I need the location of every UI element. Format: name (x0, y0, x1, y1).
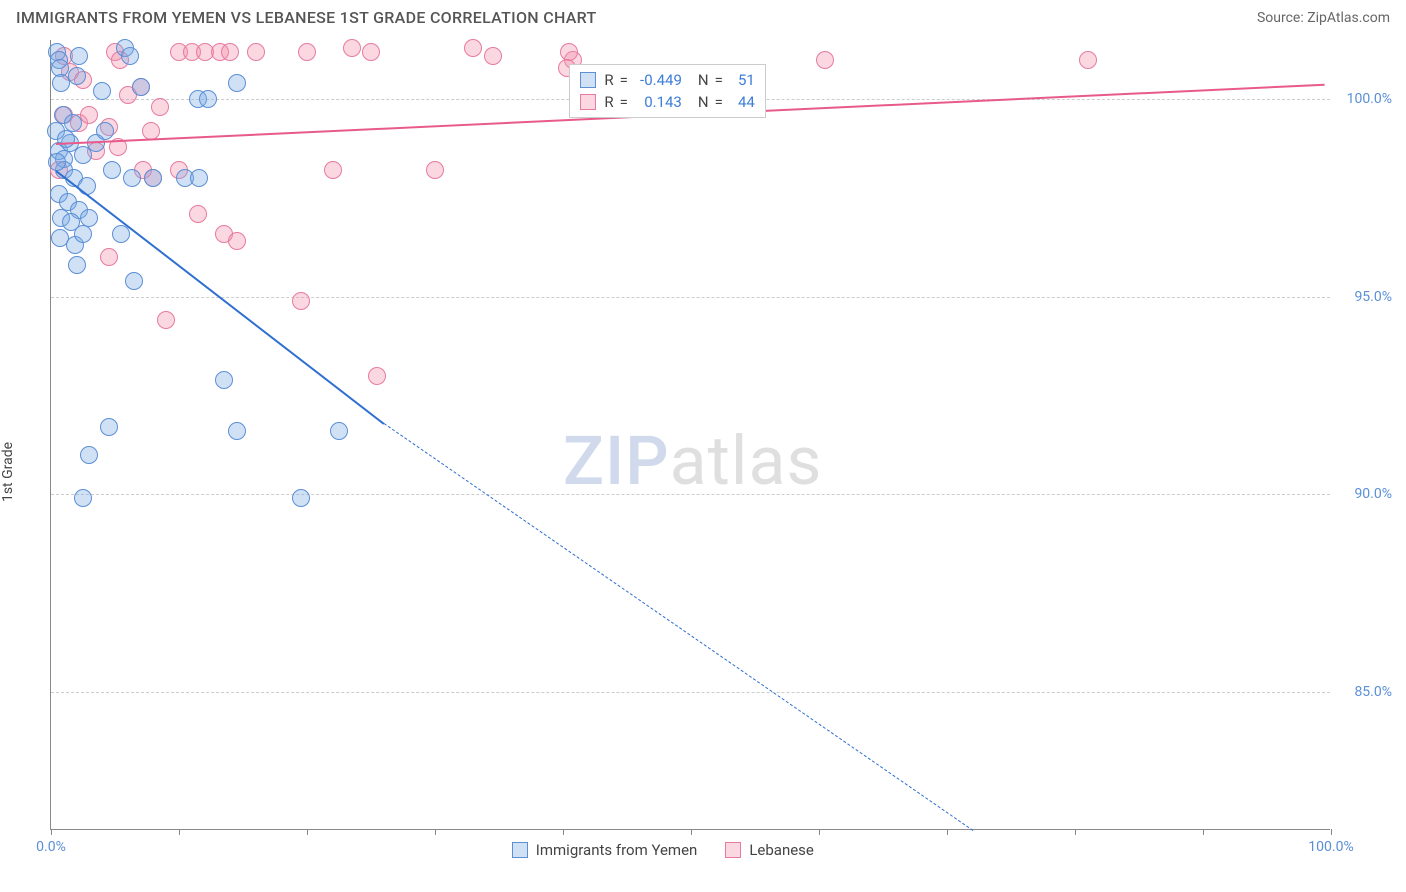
y-axis-label: 1st Grade (0, 442, 16, 502)
x-tick (819, 829, 820, 835)
x-tick (947, 829, 948, 835)
legend-swatch (725, 842, 741, 858)
scatter-point (64, 114, 82, 132)
legend-swatch (512, 842, 528, 858)
legend-row: R = 0.143N = 44 (580, 91, 754, 113)
scatter-point (151, 98, 169, 116)
scatter-point (74, 489, 92, 507)
scatter-point (228, 232, 246, 250)
scatter-point (121, 47, 139, 65)
x-tick (1075, 829, 1076, 835)
x-tick-label: 100.0% (1308, 839, 1353, 855)
scatter-point (80, 106, 98, 124)
scatter-point (292, 489, 310, 507)
series-legend-item: Lebanese (725, 841, 814, 859)
scatter-point (298, 43, 316, 61)
x-tick (179, 829, 180, 835)
x-tick (1203, 829, 1204, 835)
scatter-point (57, 130, 75, 148)
x-tick (691, 829, 692, 835)
chart-container: 1st Grade 85.0%90.0%95.0%100.0%0.0%100.0… (0, 36, 1406, 892)
legend-swatch (580, 72, 596, 88)
legend-swatch (580, 94, 596, 110)
scatter-point (330, 422, 348, 440)
scatter-point (48, 153, 66, 171)
scatter-point (96, 122, 114, 140)
scatter-point (362, 43, 380, 61)
series-legend: Immigrants from Yemen Lebanese (512, 841, 814, 859)
scatter-point (1079, 51, 1097, 69)
chart-title: IMMIGRANTS FROM YEMEN VS LEBANESE 1ST GR… (16, 8, 597, 27)
scatter-point (144, 169, 162, 187)
scatter-point (426, 161, 444, 179)
y-tick-label: 90.0% (1336, 486, 1392, 502)
x-tick (307, 829, 308, 835)
scatter-point (52, 74, 70, 92)
scatter-point (68, 67, 86, 85)
scatter-point (78, 177, 96, 195)
scatter-point (123, 169, 141, 187)
x-tick (563, 829, 564, 835)
scatter-point (464, 39, 482, 57)
watermark: ZIPatlas (563, 421, 823, 501)
scatter-point (221, 43, 239, 61)
y-tick-label: 95.0% (1336, 289, 1392, 305)
series-legend-item: Immigrants from Yemen (512, 841, 698, 859)
scatter-point (215, 371, 233, 389)
scatter-point (125, 272, 143, 290)
scatter-point (93, 82, 111, 100)
scatter-point (103, 161, 121, 179)
scatter-point (68, 256, 86, 274)
scatter-point (324, 161, 342, 179)
scatter-point (247, 43, 265, 61)
scatter-point (189, 205, 207, 223)
scatter-point (816, 51, 834, 69)
x-tick-label: 0.0% (36, 839, 66, 855)
scatter-point (142, 122, 160, 140)
scatter-point (343, 39, 361, 57)
scatter-point (484, 47, 502, 65)
gridline-h (51, 297, 1330, 298)
scatter-point (292, 292, 310, 310)
source-attribution: Source: ZipAtlas.com (1257, 10, 1390, 26)
scatter-point (80, 446, 98, 464)
scatter-point (100, 248, 118, 266)
scatter-point (199, 90, 217, 108)
gridline-h (51, 692, 1330, 693)
legend-row: R = -0.449N = 51 (580, 69, 754, 91)
x-tick (51, 829, 52, 835)
x-tick (435, 829, 436, 835)
scatter-point (190, 169, 208, 187)
scatter-point (368, 367, 386, 385)
scatter-point (228, 422, 246, 440)
correlation-legend: R = -0.449N = 51R = 0.143N = 44 (569, 64, 765, 118)
scatter-point (228, 74, 246, 92)
scatter-point (100, 418, 118, 436)
x-tick (1331, 829, 1332, 835)
plot-area: 85.0%90.0%95.0%100.0%0.0%100.0%ZIPatlasR… (50, 40, 1330, 830)
scatter-point (132, 78, 150, 96)
gridline-h (51, 494, 1330, 495)
scatter-point (74, 225, 92, 243)
scatter-point (70, 47, 88, 65)
trend-line-dashed (384, 423, 973, 831)
scatter-point (157, 311, 175, 329)
y-tick-label: 100.0% (1336, 91, 1392, 107)
y-tick-label: 85.0% (1336, 684, 1392, 700)
